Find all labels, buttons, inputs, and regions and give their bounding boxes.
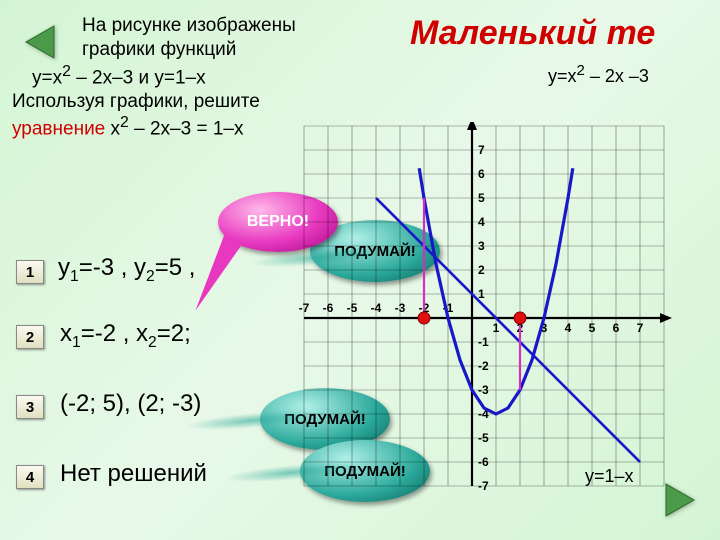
option-4-button[interactable]: 4 — [16, 465, 44, 489]
svg-text:-2: -2 — [478, 359, 489, 373]
option-1-button[interactable]: 1 — [16, 260, 44, 284]
svg-text:-6: -6 — [478, 455, 489, 469]
svg-text:-6: -6 — [323, 301, 334, 315]
svg-text:-5: -5 — [478, 431, 489, 445]
svg-text:-7: -7 — [299, 301, 310, 315]
answer-1: y1=-3 , y2=5 , — [58, 254, 195, 286]
triangle-left-icon — [20, 22, 60, 62]
problem-text: На рисунке изображены графики функций y=… — [82, 14, 296, 141]
option-2-button[interactable]: 2 — [16, 325, 44, 349]
svg-text:5: 5 — [478, 191, 485, 205]
svg-text:4: 4 — [565, 321, 572, 335]
problem-line3: y=x2 – 2x–3 и y=1–x — [32, 62, 296, 90]
answer-3: (-2; 5), (2; -3) — [60, 390, 201, 418]
svg-text:-4: -4 — [371, 301, 382, 315]
svg-text:7: 7 — [637, 321, 644, 335]
svg-text:3: 3 — [478, 239, 485, 253]
svg-text:-7: -7 — [478, 479, 489, 493]
problem-line5: уравнение x2 – 2x–3 = 1–x — [12, 113, 296, 141]
coordinate-chart: -7-6-5-4-3-2-11234567-7-6-5-4-3-2-112345… — [286, 122, 706, 514]
svg-text:6: 6 — [478, 167, 485, 181]
svg-text:1: 1 — [478, 287, 485, 301]
problem-line2: графики функций — [82, 38, 296, 62]
svg-text:2: 2 — [478, 263, 485, 277]
svg-text:-3: -3 — [478, 383, 489, 397]
problem-line1: На рисунке изображены — [82, 14, 296, 38]
svg-text:-5: -5 — [347, 301, 358, 315]
svg-text:5: 5 — [589, 321, 596, 335]
answer-4: Нет решений — [60, 460, 207, 488]
equation-parabola: y=x2 – 2x –3 — [548, 62, 649, 87]
nav-back-button[interactable] — [18, 20, 62, 64]
svg-text:1: 1 — [493, 321, 500, 335]
svg-text:6: 6 — [613, 321, 620, 335]
svg-text:4: 4 — [478, 215, 485, 229]
svg-text:7: 7 — [478, 143, 485, 157]
problem-line4: Используя графики, решите — [12, 90, 296, 114]
answer-2: x1=-2 , x2=2; — [60, 320, 191, 352]
svg-text:-3: -3 — [395, 301, 406, 315]
option-3-button[interactable]: 3 — [16, 395, 44, 419]
slide-title: Маленький те — [410, 14, 655, 53]
svg-text:-1: -1 — [478, 335, 489, 349]
